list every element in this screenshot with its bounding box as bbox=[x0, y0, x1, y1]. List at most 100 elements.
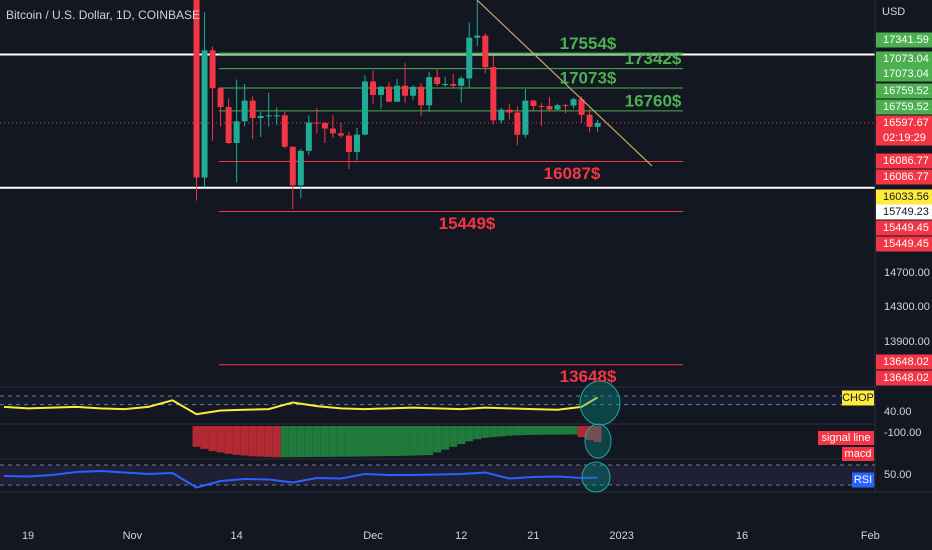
price-label: 13648.02 bbox=[883, 356, 929, 368]
candle-body bbox=[289, 146, 296, 186]
price-label-box bbox=[876, 83, 932, 99]
price-label-box bbox=[876, 370, 932, 386]
level-label: 13648$ bbox=[560, 367, 617, 386]
y-tick-label: 14300.00 bbox=[884, 301, 930, 313]
price-label: 15449.45 bbox=[883, 238, 929, 250]
price-label-box bbox=[876, 32, 932, 48]
price-label: 16086.77 bbox=[883, 155, 929, 167]
level-label: 17554$ bbox=[560, 34, 617, 53]
candle-body bbox=[305, 122, 312, 151]
candle-body bbox=[225, 107, 232, 143]
macd-bar bbox=[473, 426, 482, 440]
macd-bar bbox=[320, 426, 329, 457]
candle-body bbox=[209, 50, 216, 89]
candle-body bbox=[369, 81, 376, 95]
candle-body bbox=[297, 150, 304, 186]
price-label: 17341.59 bbox=[883, 34, 929, 46]
macd-bar bbox=[344, 426, 353, 457]
macd-bar bbox=[585, 426, 594, 440]
x-tick-label: Dec bbox=[363, 530, 383, 542]
candle-body bbox=[442, 84, 449, 86]
x-tick-label: 21 bbox=[527, 530, 539, 542]
candle-body bbox=[418, 86, 425, 106]
macd-bar bbox=[577, 426, 586, 438]
macd-bar bbox=[256, 426, 265, 457]
candle-body bbox=[241, 100, 248, 122]
macd-bar bbox=[328, 426, 337, 457]
band-fill bbox=[0, 396, 875, 405]
price-label: 16033.56 bbox=[883, 191, 929, 203]
macd-bar bbox=[433, 426, 442, 453]
macd-bar bbox=[441, 426, 450, 450]
price-label-box bbox=[876, 204, 932, 220]
macd-bar bbox=[385, 426, 394, 457]
legend-box bbox=[842, 447, 874, 461]
macd-bar bbox=[296, 426, 305, 458]
axes: 19 Nov 14 Dec 12 21 2023 16 Feb 14700.00 14300.00 1… bbox=[22, 32, 932, 542]
countdown: 02:19:29 bbox=[883, 132, 926, 144]
macd-bar bbox=[489, 426, 498, 438]
candle-body bbox=[361, 81, 368, 135]
y-tick-label: 13900.00 bbox=[884, 336, 930, 348]
candle-body bbox=[570, 99, 577, 106]
level-label: 16087$ bbox=[544, 164, 601, 183]
macd-bar bbox=[280, 426, 289, 458]
candle-body bbox=[594, 122, 601, 127]
macd-bar bbox=[505, 426, 514, 436]
macd-bar bbox=[401, 426, 410, 456]
candle-body bbox=[313, 122, 320, 124]
indicator-line bbox=[3, 469, 598, 489]
macd-bar bbox=[593, 426, 602, 442]
macd-bar bbox=[288, 426, 297, 458]
macd-bar bbox=[377, 426, 386, 457]
indicator-tag: CHOP bbox=[842, 392, 874, 404]
candle-body bbox=[257, 116, 264, 119]
price-label-box bbox=[876, 153, 932, 169]
candle-body bbox=[273, 115, 280, 117]
macd-bar bbox=[465, 426, 474, 442]
highlight bbox=[584, 423, 612, 459]
level-label: 15449$ bbox=[439, 214, 496, 233]
y-tick-label: 14700.00 bbox=[884, 267, 930, 279]
macd-bar bbox=[417, 426, 426, 456]
macd-bar bbox=[513, 426, 522, 436]
price-label: 15449.45 bbox=[883, 222, 929, 234]
macd-bar bbox=[409, 426, 418, 456]
candle-body bbox=[386, 86, 393, 102]
indicator-tag-box bbox=[852, 472, 874, 488]
macd-bar bbox=[368, 426, 377, 457]
level-label: 17342$ bbox=[625, 49, 682, 68]
indicator-line bbox=[3, 396, 599, 416]
indicator-tag: RSI bbox=[854, 474, 872, 486]
macd-bar bbox=[232, 426, 241, 455]
candle-body bbox=[265, 115, 272, 117]
price-label: 16086.77 bbox=[883, 171, 929, 183]
candle-body bbox=[249, 100, 256, 119]
candle-body bbox=[482, 35, 489, 68]
macd-bar bbox=[240, 426, 249, 456]
candle-body bbox=[329, 128, 336, 134]
candle-body bbox=[546, 106, 553, 110]
macd-bar bbox=[545, 426, 554, 435]
price-label: 16597.67 bbox=[883, 117, 929, 129]
price-label: 16759.52 bbox=[883, 85, 929, 97]
price-label-box bbox=[876, 115, 932, 146]
macd-bar bbox=[449, 426, 458, 447]
y-tick-label: -100.00 bbox=[884, 427, 921, 439]
candle-body bbox=[193, 0, 200, 178]
macd-bar bbox=[248, 426, 257, 457]
price-label: 16759.52 bbox=[883, 101, 929, 113]
price-label-box bbox=[876, 169, 932, 185]
legend-label: signal line bbox=[822, 432, 871, 444]
candle-body bbox=[562, 105, 569, 107]
price-label-box bbox=[876, 354, 932, 370]
level-label: 17073$ bbox=[560, 68, 617, 87]
x-tick-label: Nov bbox=[123, 530, 143, 542]
macd-bar bbox=[481, 426, 490, 438]
price-label: 13648.02 bbox=[883, 372, 929, 384]
candle-body bbox=[378, 86, 385, 95]
price-label: 15749.23 bbox=[883, 206, 929, 218]
price-label-box bbox=[876, 66, 932, 82]
